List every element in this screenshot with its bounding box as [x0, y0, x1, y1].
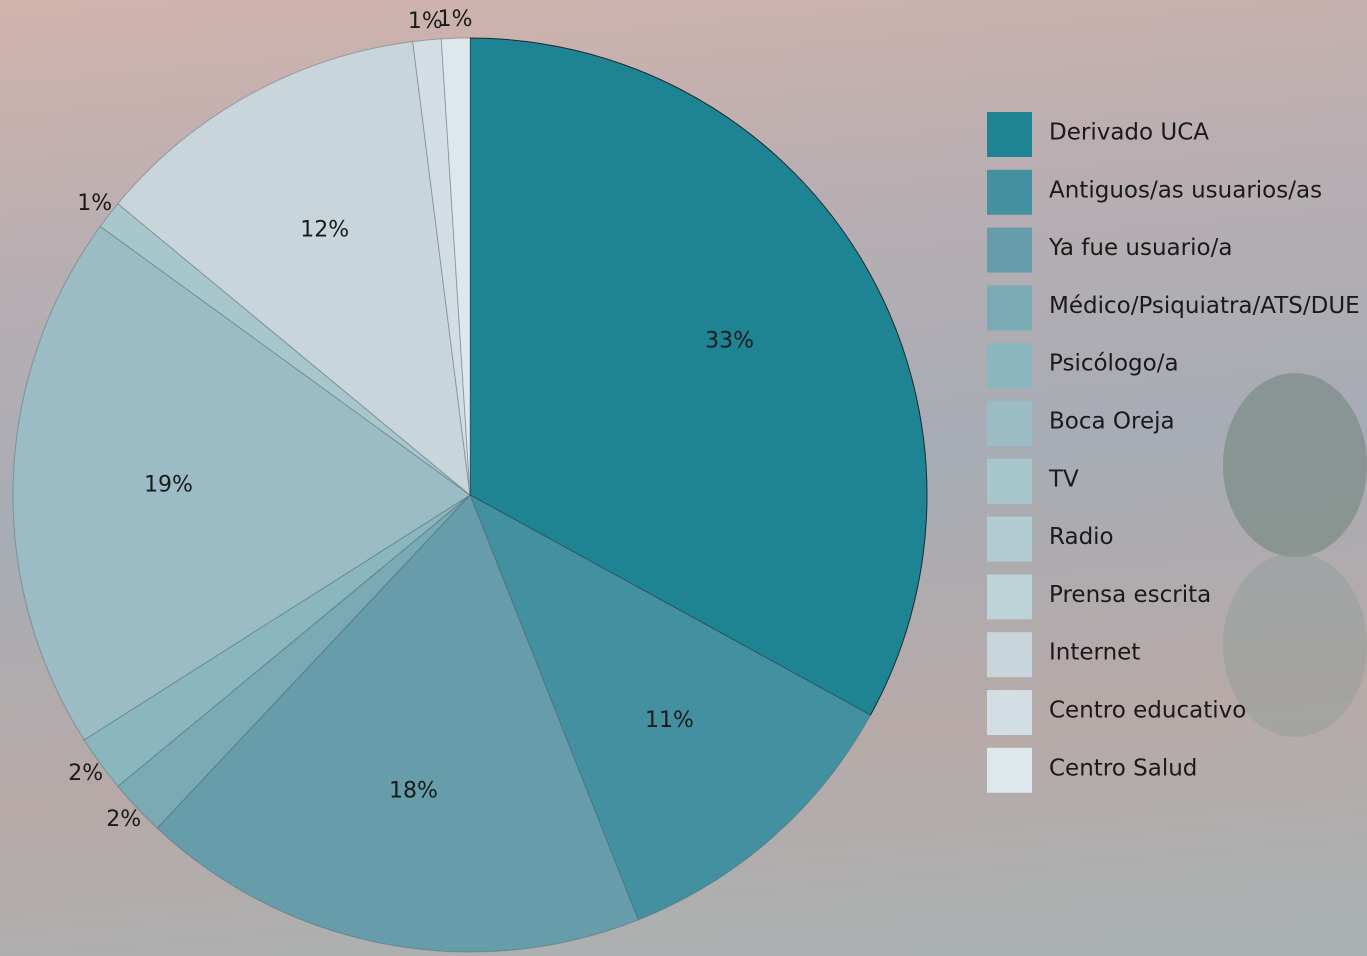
- legend-swatch: [987, 112, 1032, 157]
- data-label: 1%: [408, 9, 443, 34]
- legend-label: Antiguos/as usuarios/as: [1049, 177, 1322, 203]
- pie-slice: [440, 37, 471, 496]
- decor-reflection: [1223, 553, 1367, 737]
- legend-swatch: [987, 285, 1032, 331]
- legend-swatch: [987, 632, 1032, 678]
- legend-label: Centro Salud: [1049, 755, 1197, 781]
- legend-swatch: [987, 169, 1032, 215]
- pie-slice: [117, 41, 471, 497]
- legend-swatch: [987, 227, 1032, 273]
- pie-slice: [83, 494, 471, 788]
- pie-slice: [12, 225, 471, 741]
- legend-label: Derivado UCA: [1049, 120, 1209, 146]
- data-label: 1%: [438, 7, 473, 32]
- legend-label: Psicólogo/a: [1049, 351, 1179, 377]
- legend-label: Ya fue usuario/a: [1048, 235, 1232, 261]
- legend-label: Médico/Psiquiatra/ATS/DUE: [1049, 293, 1360, 319]
- data-label: 2%: [106, 807, 141, 832]
- data-label: 18%: [389, 778, 438, 803]
- data-label: 11%: [645, 708, 694, 733]
- legend-label: Radio: [1049, 524, 1114, 550]
- legend-label: Boca Oreja: [1049, 409, 1175, 435]
- pie-slice: [156, 494, 639, 953]
- data-label: 1%: [77, 191, 112, 216]
- pie-slice: [99, 202, 471, 496]
- legend-label: Centro educativo: [1049, 698, 1246, 724]
- data-label: 12%: [300, 218, 349, 243]
- pie-slice: [469, 493, 872, 921]
- legend-swatch: [987, 401, 1032, 446]
- legend-label: TV: [1048, 466, 1079, 492]
- legend-swatch: [987, 574, 1032, 620]
- data-label: 19%: [144, 473, 193, 498]
- legend-swatch: [987, 690, 1032, 735]
- legend-swatch: [987, 458, 1032, 504]
- legend-swatch: [987, 747, 1032, 793]
- pie-slice: [412, 38, 471, 496]
- legend-label: Prensa escrita: [1049, 582, 1211, 608]
- data-label: 33%: [705, 328, 754, 353]
- legend-swatch: [987, 343, 1032, 389]
- legend-label: Internet: [1049, 640, 1140, 666]
- pie-slice: [117, 494, 471, 829]
- pie-slice: [469, 37, 928, 716]
- legend-swatch: [987, 516, 1032, 562]
- decor-stone: [1223, 373, 1367, 557]
- data-label: 2%: [68, 761, 103, 786]
